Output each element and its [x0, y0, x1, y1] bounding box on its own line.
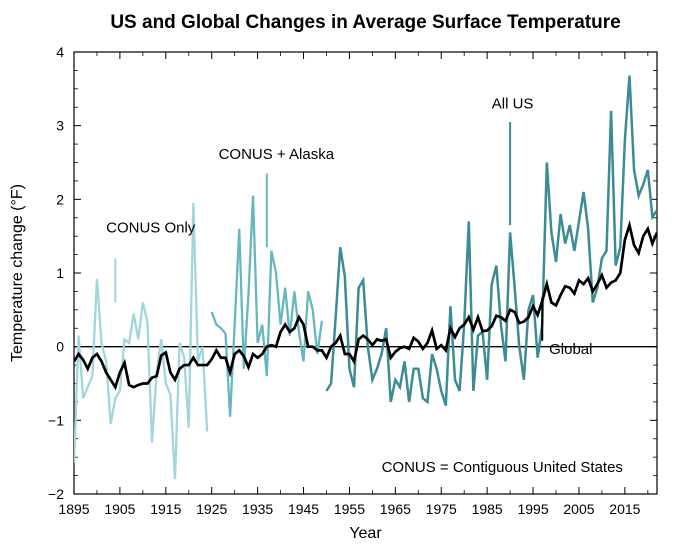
x-tick-label: 1935 [242, 501, 273, 517]
series-all_us [326, 76, 657, 406]
x-tick-label: 1995 [517, 501, 548, 517]
y-tick-label: 4 [56, 44, 64, 60]
x-tick-label: 1895 [58, 501, 89, 517]
callout-label-conus_only: CONUS Only [106, 219, 196, 236]
series-conus_only [74, 203, 207, 479]
x-tick-label: 1955 [334, 501, 365, 517]
x-tick-label: 1945 [288, 501, 319, 517]
callout-label-all_us: All US [492, 96, 534, 113]
x-tick-label: 1915 [150, 501, 181, 517]
y-tick-label: 2 [56, 191, 64, 207]
callout-label-global: Global [549, 341, 592, 358]
x-tick-label: 1965 [380, 501, 411, 517]
x-tick-label: 2015 [609, 501, 640, 517]
y-tick-label: −2 [48, 486, 64, 502]
y-tick-label: 3 [56, 118, 64, 134]
y-tick-label: 0 [56, 339, 64, 355]
x-tick-label: 1975 [426, 501, 457, 517]
x-tick-label: 1925 [196, 501, 227, 517]
plot-frame [74, 52, 657, 494]
footnote: CONUS = Contiguous United States [382, 459, 623, 476]
callout-label-conus_alaska: CONUS + Alaska [219, 146, 335, 163]
chart-title: US and Global Changes in Average Surface… [110, 12, 620, 33]
y-tick-label: 1 [56, 265, 64, 281]
x-tick-label: 1985 [472, 501, 503, 517]
x-tick-label: 1905 [104, 501, 135, 517]
x-tick-label: 2005 [563, 501, 594, 517]
y-tick-label: −1 [48, 412, 64, 428]
y-axis-title: Temperature change (°F) [9, 184, 26, 362]
x-axis-title: Year [349, 525, 382, 542]
